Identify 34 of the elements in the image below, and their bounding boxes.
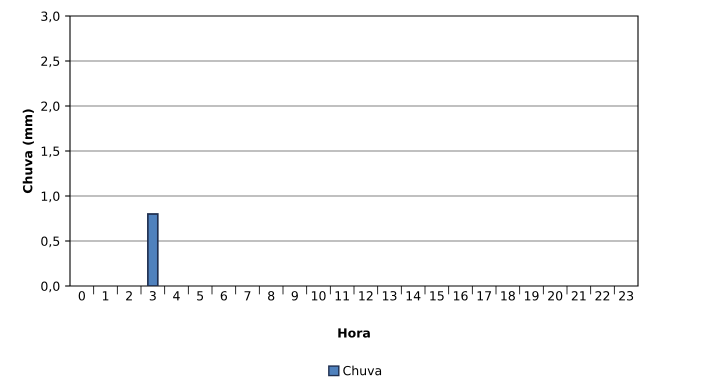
y-tick-label: 3,0 (41, 11, 60, 22)
x-tick-label: 0 (78, 291, 85, 301)
y-tick-label: 1,0 (42, 191, 60, 202)
x-tick-label: 12 (359, 291, 373, 300)
x-tick-label: 4 (173, 291, 180, 300)
x-tick-label: 11 (336, 291, 349, 300)
x-tick-label: 1 (102, 291, 108, 300)
x-tick-label: 14 (406, 291, 420, 300)
x-tick-label: 18 (501, 291, 515, 301)
x-tick-label: 22 (595, 291, 610, 300)
x-tick-label: 2 (126, 291, 132, 300)
x-axis-title: Hora (338, 328, 370, 338)
y-tick-label: 0,5 (41, 236, 60, 248)
x-tick-label: 23 (619, 291, 634, 301)
y-tick-label: 2,0 (41, 101, 60, 112)
y-tick-label: 1,5 (42, 146, 60, 158)
x-tick-label: 3 (150, 291, 156, 301)
x-tick-label: 10 (312, 291, 326, 301)
x-tick-label: 15 (430, 291, 444, 301)
x-tick-label: 16 (454, 291, 468, 301)
x-tick-label: 13 (382, 291, 396, 301)
x-tick-label: 5 (197, 291, 204, 301)
y-tick-label: 2,5 (41, 56, 60, 68)
x-tick-label: 7 (244, 291, 250, 300)
x-tick-label: 20 (548, 291, 562, 301)
x-tick-label: 6 (220, 291, 228, 301)
x-tick-label: 8 (268, 291, 274, 301)
x-tick-label: 9 (292, 291, 298, 301)
x-tick-label: 17 (478, 291, 492, 300)
y-tick-label: 0,0 (41, 281, 60, 292)
x-tick-label: 21 (572, 291, 586, 300)
y-axis-title: Chuva (mm) (22, 109, 34, 194)
legend-label: Chuva (343, 366, 382, 376)
x-tick-label: 19 (524, 291, 539, 301)
